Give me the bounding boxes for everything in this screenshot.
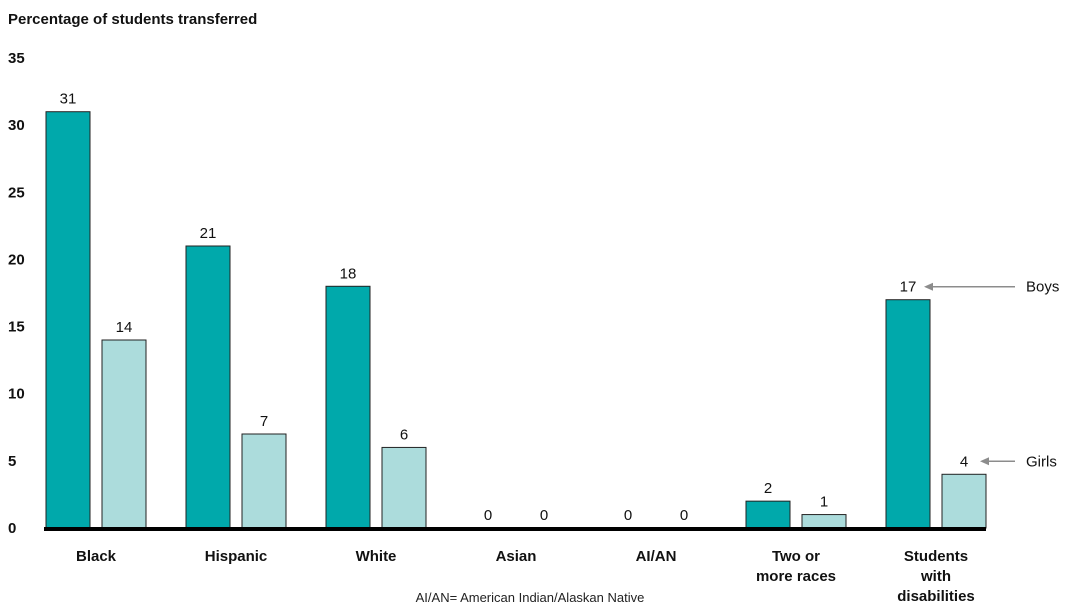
category-label: Students xyxy=(904,548,968,565)
value-label-girls: 14 xyxy=(116,319,133,336)
bar-girls xyxy=(941,473,987,529)
footnote: AI/AN= American Indian/Alaskan Native xyxy=(416,590,645,605)
bar-girls xyxy=(801,514,847,529)
value-label-boys: 21 xyxy=(200,225,217,242)
legend-arrowhead-boys xyxy=(924,282,933,291)
value-label-boys: 0 xyxy=(624,507,632,524)
value-label-girls: 4 xyxy=(960,453,968,470)
y-tick-label: 10 xyxy=(8,386,25,403)
y-tick-label: 20 xyxy=(8,251,25,268)
value-label-girls: 6 xyxy=(400,426,408,443)
y-tick-label: 15 xyxy=(8,319,25,336)
value-label-girls: 1 xyxy=(820,494,828,511)
legend-label-boys: Boys xyxy=(1026,279,1059,296)
value-label-girls: 0 xyxy=(540,507,548,524)
bar-girls xyxy=(101,339,147,529)
legend-label-girls: Girls xyxy=(1026,453,1057,470)
value-label-girls: 0 xyxy=(680,507,688,524)
value-label-girls: 7 xyxy=(260,413,268,430)
bar-boys xyxy=(45,111,91,529)
y-tick-label: 5 xyxy=(8,453,16,470)
category-labels: Black Hispanic White Asian AI/AN Two or more r… xyxy=(76,548,975,605)
value-label-boys: 18 xyxy=(340,265,357,282)
category-label: Two or xyxy=(772,548,820,565)
bar-boys xyxy=(185,245,231,529)
bar-boys xyxy=(325,285,371,529)
value-label-boys: 31 xyxy=(60,91,77,108)
category-label: AI/AN xyxy=(636,548,677,565)
category-label: with xyxy=(920,568,951,585)
legend: Boys Girls xyxy=(924,279,1059,470)
value-label-boys: 17 xyxy=(900,279,917,296)
bar-girls xyxy=(241,433,287,529)
category-label: more races xyxy=(756,568,836,585)
value-label-boys: 0 xyxy=(484,507,492,524)
bar-girls xyxy=(381,446,427,529)
category-label: White xyxy=(356,548,397,565)
y-tick-label: 0 xyxy=(8,520,16,537)
value-label-boys: 2 xyxy=(764,480,772,497)
category-label: Black xyxy=(76,548,117,565)
category-label: Hispanic xyxy=(205,548,268,565)
y-axis-label: Percentage of students transferred xyxy=(8,11,257,28)
bar-boys xyxy=(885,299,931,529)
category-label: disabilities xyxy=(897,588,975,605)
bar-boys xyxy=(745,500,791,529)
legend-arrowhead-girls xyxy=(980,457,989,466)
y-axis-ticks: 0 5 10 15 20 25 30 35 xyxy=(8,50,25,537)
bars xyxy=(45,111,987,529)
y-tick-label: 30 xyxy=(8,117,25,134)
y-tick-label: 35 xyxy=(8,50,25,67)
category-label: Asian xyxy=(496,548,537,565)
y-tick-label: 25 xyxy=(8,184,25,201)
